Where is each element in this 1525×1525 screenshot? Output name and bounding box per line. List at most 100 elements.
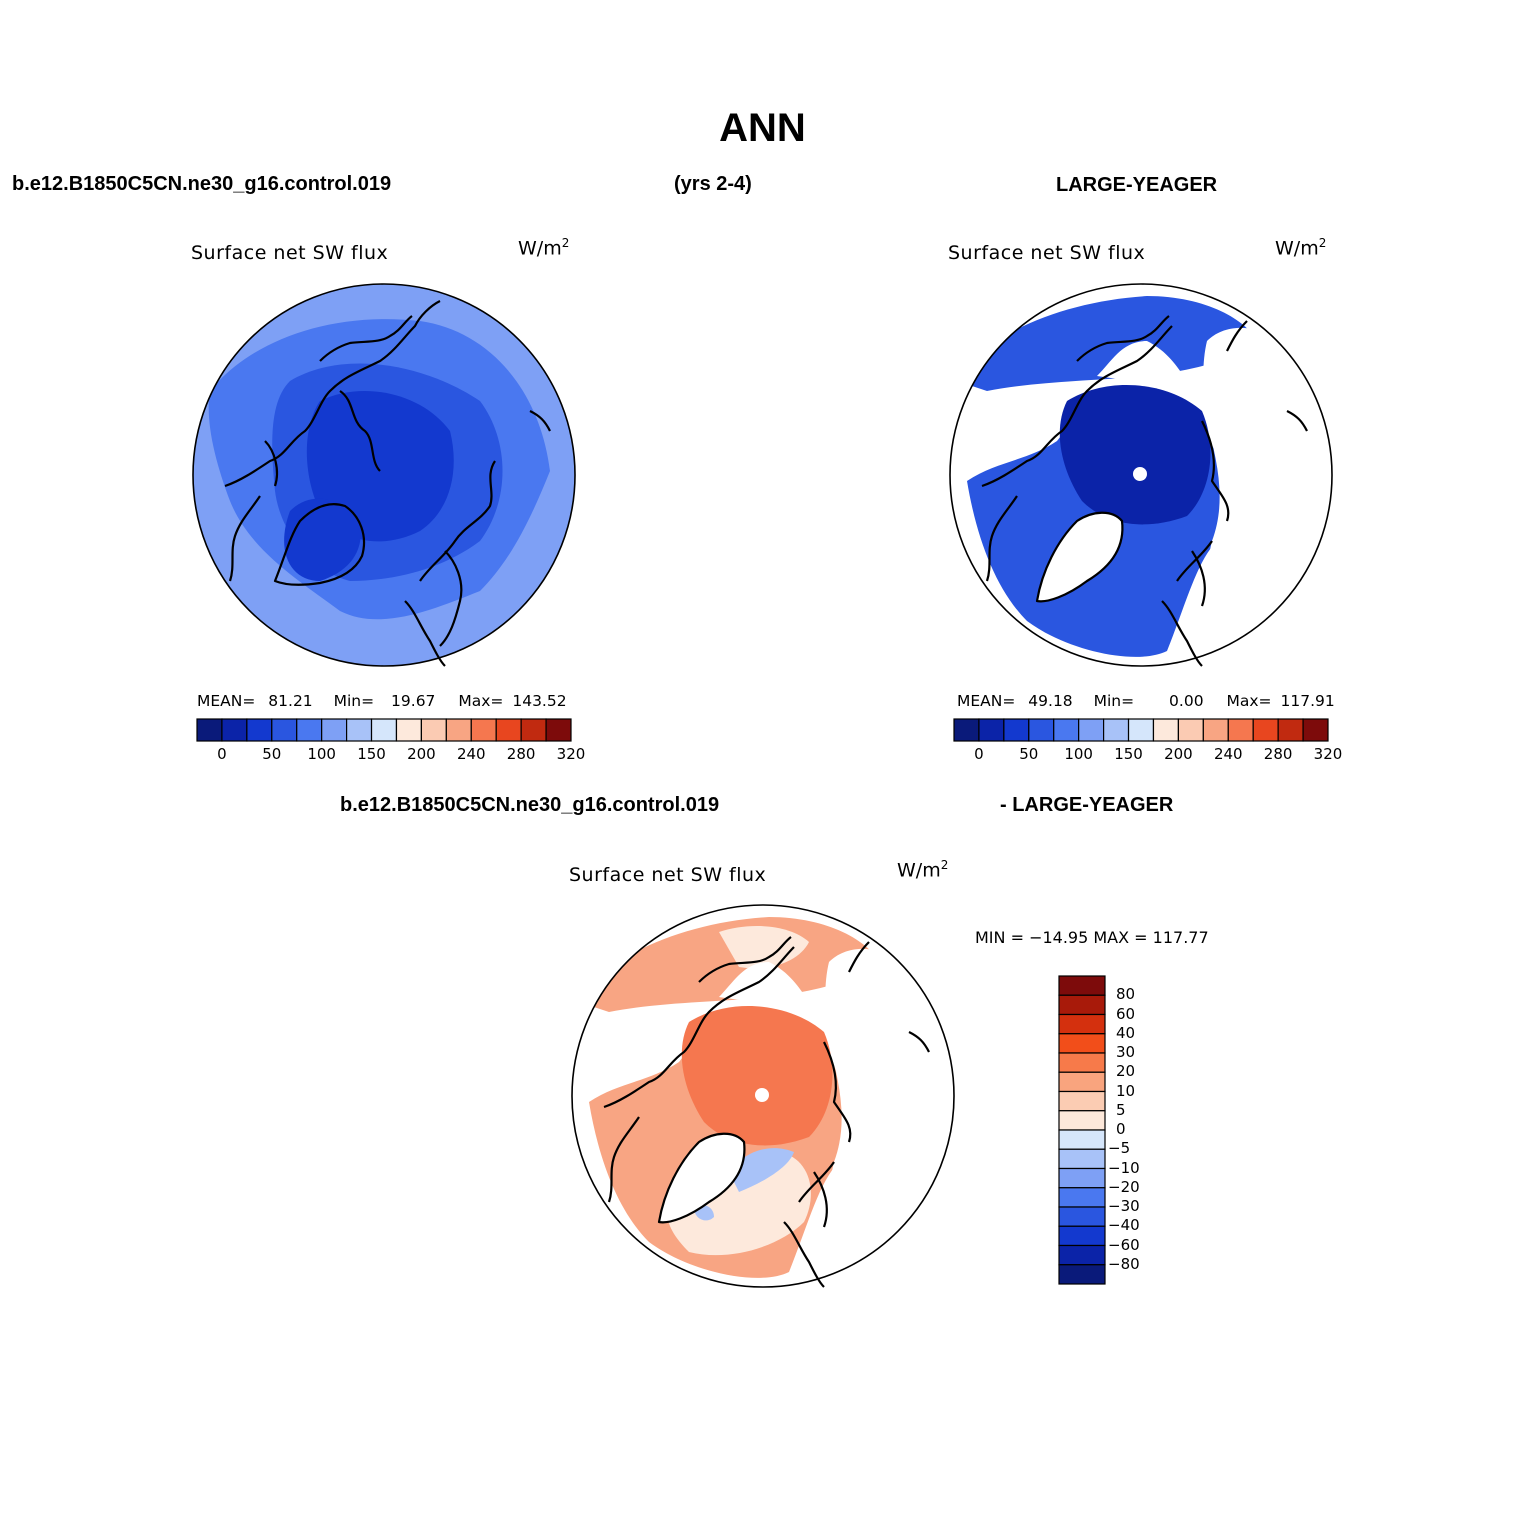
diff-light-patch-north — [719, 926, 809, 969]
colorbar-swatch — [1058, 1129, 1106, 1150]
model-max-label: Max= — [458, 692, 504, 710]
colorbar-tick-label: 0 — [974, 745, 984, 763]
colorbar-swatch — [271, 718, 298, 742]
colorbar-swatch — [1058, 1052, 1106, 1073]
colorbar-tick-label: 150 — [1114, 745, 1143, 763]
colorbar-swatch — [1058, 1110, 1106, 1131]
colorbar-swatch — [1058, 1187, 1106, 1208]
model-stats: MEAN= 81.21 Min= 19.67 Max= 143.52 — [197, 692, 567, 710]
colorbar-swatch — [1058, 1071, 1106, 1093]
colorbar-tick-label: −40 — [1108, 1216, 1140, 1235]
model-polar-map — [192, 283, 576, 667]
colorbar-swatch — [1058, 1225, 1106, 1247]
obs-pole-hole — [1133, 467, 1147, 481]
colorbar-tick-label: 320 — [556, 745, 586, 763]
colorbar-swatch — [953, 718, 980, 742]
diff-minmax-label: MIN = −14.95 MAX = 117.77 — [975, 928, 1209, 947]
obs-greenland-mask — [1037, 512, 1123, 602]
obs-siberia-mask — [1097, 341, 1187, 391]
colorbar-swatch — [1058, 994, 1106, 1016]
diff-negative-patch — [729, 1148, 794, 1192]
colorbar-swatch — [196, 718, 223, 742]
colorbar-tick-label: −5 — [1108, 1139, 1131, 1158]
obs-max-value: 117.91 — [1280, 692, 1335, 710]
obs-coastlines — [981, 315, 1308, 667]
colorbar-swatch — [520, 718, 547, 742]
colorbar-swatch — [1058, 1090, 1106, 1112]
colorbar-tick-label: 100 — [307, 745, 336, 763]
obs-mean-label: MEAN= — [957, 692, 1016, 710]
colorbar-tick-label: −80 — [1108, 1254, 1140, 1273]
colorbar-swatch — [1202, 718, 1229, 742]
colorbar-swatch — [1058, 1264, 1106, 1285]
colorbar-swatch — [1058, 975, 1106, 996]
colorbar-tick-label: 240 — [456, 745, 486, 763]
diff-case-name-label: b.e12.B1850C5CN.ne30_g16.control.019 — [340, 794, 720, 816]
obs-colorbar-ticks: 0 50 100 150 200 240 280 320 — [953, 745, 1342, 765]
colorbar-swatch — [1003, 718, 1030, 742]
diff-pole-hole — [755, 1088, 769, 1102]
obs-colorbar — [953, 718, 1329, 742]
colorbar-swatch — [445, 718, 472, 742]
model-min-value: 19.67 — [391, 692, 436, 710]
colorbar-swatch — [1058, 1013, 1106, 1035]
model-mean-label: MEAN= — [197, 692, 256, 710]
colorbar-tick-label: 50 — [262, 745, 282, 763]
colorbar-tick-label: 240 — [1213, 745, 1243, 763]
colorbar-swatch — [1058, 1033, 1106, 1054]
model-colorbar-ticks: 0 50 100 150 200 240 280 320 — [196, 745, 585, 765]
colorbar-tick-label: 30 — [1116, 1043, 1136, 1061]
colorbar-swatch — [296, 718, 323, 742]
obs-max-label: Max= — [1226, 692, 1272, 710]
diff-siberia-mask — [719, 962, 809, 1012]
diff-panel-units: W/m2 — [897, 858, 949, 882]
colorbar-swatch — [1058, 1206, 1106, 1227]
colorbar-tick-label: 0 — [217, 745, 227, 763]
colorbar-tick-label: 200 — [407, 745, 436, 763]
colorbar-tick-label: 20 — [1116, 1062, 1136, 1081]
diff-arctic-field — [681, 1005, 833, 1146]
colorbar-swatch — [1103, 718, 1130, 742]
colorbar-tick-label: 150 — [357, 745, 386, 763]
colorbar-swatch — [1152, 718, 1179, 742]
case-name-label: b.e12.B1850C5CN.ne30_g16.control.019 — [12, 173, 392, 195]
colorbar-swatch — [470, 718, 497, 742]
obs-mean-value: 49.18 — [1028, 692, 1073, 710]
page-title: ANN — [719, 106, 806, 150]
colorbar-tick-label: −20 — [1108, 1177, 1140, 1196]
colorbar-tick-label: 40 — [1116, 1023, 1136, 1042]
model-panel-units: W/m2 — [518, 236, 570, 260]
diff-greenland-mask — [659, 1133, 745, 1223]
colorbar-swatch — [221, 718, 248, 742]
model-max-value: 143.52 — [512, 692, 567, 710]
colorbar-swatch — [1302, 718, 1329, 742]
model-mean-value: 81.21 — [268, 692, 313, 710]
colorbar-swatch — [1227, 718, 1254, 742]
obs-name-label: LARGE-YEAGER — [1056, 174, 1218, 196]
colorbar-swatch — [1058, 1167, 1106, 1189]
obs-panel-units: W/m2 — [1275, 236, 1327, 260]
obs-stats: MEAN= 49.18 Min= 0.00 Max= 117.91 — [957, 692, 1335, 710]
colorbar-swatch — [420, 718, 447, 742]
colorbar-tick-label: 5 — [1116, 1100, 1126, 1119]
colorbar-tick-label: 100 — [1064, 745, 1093, 763]
colorbar-swatch — [495, 718, 522, 742]
years-label: (yrs 2-4) — [674, 173, 752, 195]
colorbar-tick-label: 320 — [1313, 745, 1343, 763]
diff-polar-map — [571, 904, 955, 1288]
diff-eurasia-mask — [825, 948, 946, 1287]
diff-light-atlantic — [667, 1152, 811, 1256]
colorbar-swatch — [978, 718, 1005, 742]
colorbar-swatch — [1053, 718, 1080, 742]
obs-eurasia-mask — [1203, 327, 1324, 666]
colorbar-tick-label: 200 — [1164, 745, 1193, 763]
obs-panel-title: Surface net SW flux — [948, 242, 1146, 264]
colorbar-swatch — [1252, 718, 1279, 742]
colorbar-swatch — [346, 718, 373, 742]
diff-colorbar-labels: 80 60 40 30 20 10 5 0 −5 −10 −20 −30 −40 −60 −80 — [1108, 975, 1192, 1285]
model-colorbar — [196, 718, 572, 742]
obs-min-value: 0.00 — [1169, 692, 1204, 710]
colorbar-swatch — [395, 718, 422, 742]
obs-min-label: Min= — [1093, 692, 1135, 710]
colorbar-swatch — [246, 718, 273, 742]
